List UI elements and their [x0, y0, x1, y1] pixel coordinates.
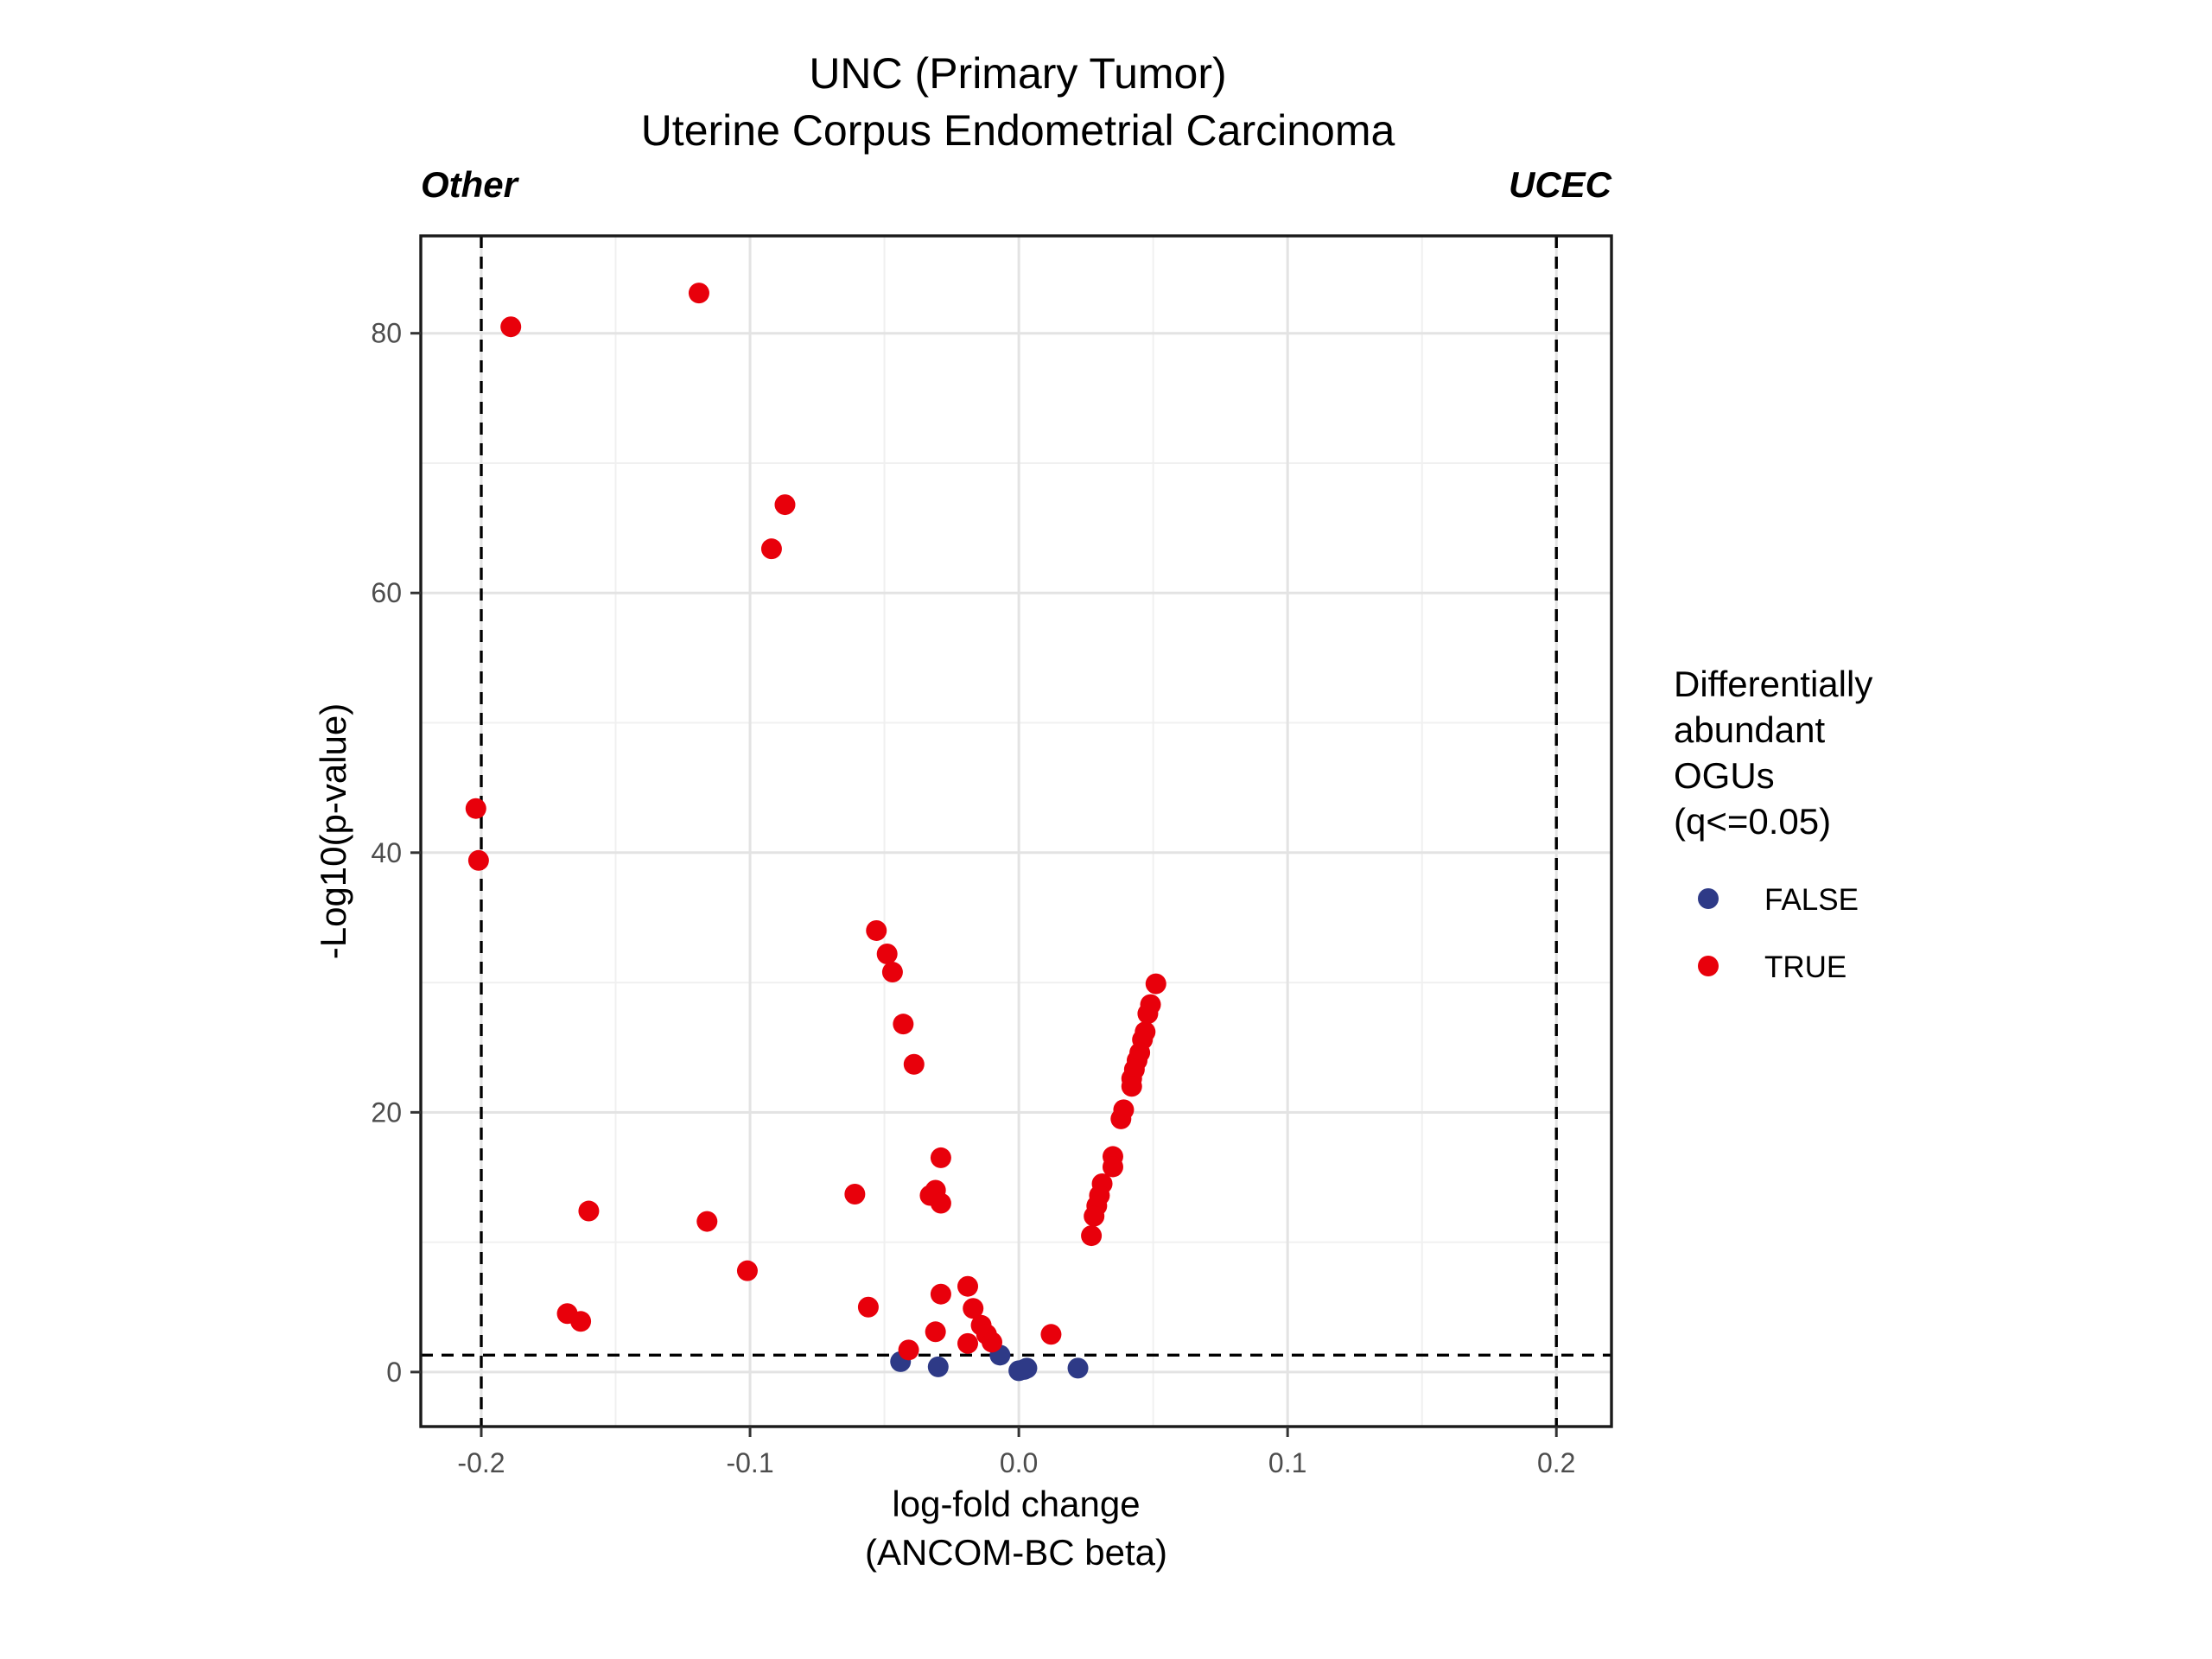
y-tick-label: 80 [371, 318, 402, 349]
data-point-true [1084, 1205, 1105, 1227]
x-axis-subtitle: (ANCOM-BC beta) [865, 1532, 1167, 1573]
x-axis: -0.2 -0.1 0.0 0.1 0.2 [457, 1427, 1575, 1478]
legend-title-line-1: Differentially [1674, 664, 1872, 704]
legend-title-line-4: (q<=0.05) [1674, 801, 1831, 842]
data-point-false [1067, 1357, 1089, 1379]
data-point-true [866, 919, 887, 941]
legend: Differentially abundant OGUs (q<=0.05) F… [1674, 664, 1883, 984]
data-point-true [1137, 1003, 1159, 1025]
data-point-true [1121, 1076, 1142, 1097]
data-point-true [1081, 1225, 1103, 1247]
x-tick-label: 0.1 [1268, 1447, 1306, 1478]
x-tick-label: 0.0 [1000, 1447, 1038, 1478]
legend-title-line-2: abundant [1674, 709, 1826, 750]
data-point-true [1040, 1324, 1062, 1345]
data-point-true [893, 1014, 914, 1035]
data-point-true [465, 798, 486, 819]
x-axis-title: log-fold change [892, 1484, 1140, 1524]
data-point-true [857, 1296, 879, 1318]
y-tick-label: 60 [371, 577, 402, 608]
data-point-true [467, 849, 489, 871]
data-point-true [774, 494, 796, 516]
data-point-true [903, 1053, 925, 1075]
data-point-true [736, 1260, 758, 1281]
data-point-true [500, 316, 522, 338]
chart-subtitle: Uterine Corpus Endometrial Carcinoma [641, 106, 1395, 155]
data-point-true [578, 1200, 600, 1222]
data-point-false [1016, 1357, 1038, 1379]
data-point-true [930, 1192, 951, 1214]
legend-key-false [1698, 888, 1719, 909]
x-tick-label: 0.2 [1537, 1447, 1575, 1478]
data-point-true [898, 1339, 919, 1361]
y-tick-label: 20 [371, 1096, 402, 1128]
legend-key-true [1698, 956, 1719, 976]
y-axis: 0 20 40 60 80 [371, 318, 421, 1388]
data-point-true [881, 962, 903, 983]
legend-label-true: TRUE [1764, 950, 1847, 984]
y-tick-label: 40 [371, 837, 402, 868]
reference-lines [421, 236, 1611, 1427]
right-group-label: UCEC [1509, 164, 1612, 205]
y-tick-label: 0 [386, 1357, 402, 1388]
data-point-true [957, 1275, 979, 1297]
data-point-true [1145, 973, 1166, 995]
data-point-true [876, 944, 898, 965]
data-point-true [688, 283, 709, 304]
data-point-true [930, 1147, 951, 1168]
data-point-true [1102, 1156, 1123, 1178]
data-point-true [930, 1283, 951, 1305]
data-point-true [760, 538, 782, 560]
data-point-false [927, 1356, 949, 1377]
left-group-label: Other [421, 164, 520, 205]
chart-title: UNC (Primary Tumor) [809, 49, 1226, 98]
x-tick-label: -0.1 [726, 1447, 773, 1478]
plot-panel-border [419, 234, 1613, 1428]
legend-items: FALSE TRUE [1698, 883, 1859, 984]
x-tick-label: -0.2 [457, 1447, 505, 1478]
data-point-true [570, 1311, 592, 1332]
data-point-true [963, 1298, 984, 1319]
data-point-true [982, 1332, 1003, 1353]
y-axis-title: -Log10(p-value) [313, 703, 353, 960]
data-point-true [925, 1321, 946, 1343]
data-points [465, 283, 1166, 1382]
legend-title-line-3: OGUs [1674, 755, 1775, 796]
data-point-true [957, 1332, 979, 1354]
data-point-true [696, 1211, 718, 1232]
legend-title: Differentially abundant OGUs (q<=0.05) [1674, 664, 1883, 842]
data-point-true [844, 1184, 866, 1205]
legend-label-false: FALSE [1764, 883, 1859, 917]
data-point-true [1110, 1108, 1132, 1129]
